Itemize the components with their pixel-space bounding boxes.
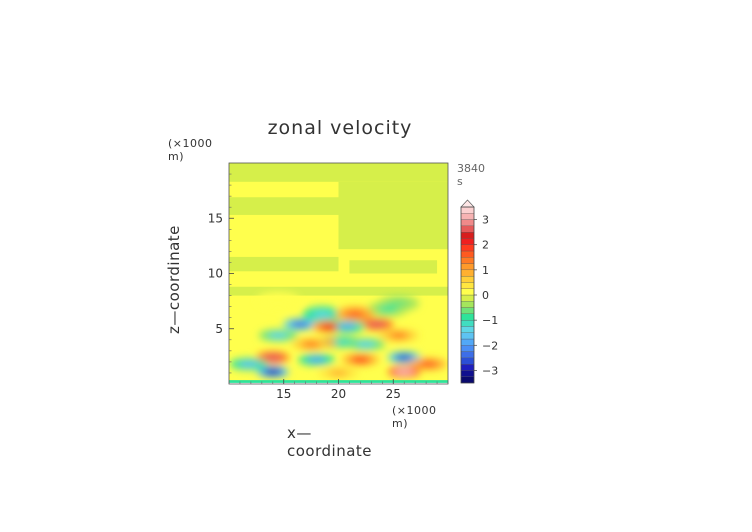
field-band bbox=[338, 181, 448, 250]
field-feature-core bbox=[388, 331, 409, 339]
y-tick-label: 15 bbox=[208, 211, 223, 225]
colorbar-tick-label: 3 bbox=[482, 214, 489, 227]
field-feature-core bbox=[332, 338, 353, 346]
field-feature-core bbox=[350, 356, 371, 364]
field-feature-core bbox=[319, 323, 340, 331]
x-tick-label: 25 bbox=[386, 387, 401, 401]
colorbar-tick-label: 2 bbox=[482, 239, 489, 252]
colorbar-swatch bbox=[460, 307, 475, 315]
field-feature-core bbox=[366, 320, 387, 328]
field-feature-core bbox=[328, 369, 349, 377]
field-feature-core bbox=[301, 340, 322, 348]
colorbar-tick-label: −3 bbox=[482, 364, 498, 377]
colorbar-swatch bbox=[460, 257, 475, 264]
colorbar-swatch bbox=[460, 263, 475, 271]
colorbar-swatch bbox=[460, 357, 475, 365]
colorbar-swatch bbox=[460, 213, 475, 220]
colorbar-swatch bbox=[460, 275, 475, 283]
colorbar-swatch bbox=[460, 219, 475, 227]
field-feature-core bbox=[418, 360, 439, 368]
field-band bbox=[229, 197, 339, 215]
colorbar-swatch bbox=[460, 351, 475, 359]
colorbar-swatch bbox=[460, 319, 475, 327]
colorbar-swatch bbox=[460, 363, 475, 371]
field-feature-core bbox=[268, 331, 289, 339]
x-unit-label: (×1000 m) bbox=[392, 404, 437, 430]
field-features bbox=[229, 292, 448, 379]
field-feature-core bbox=[312, 310, 333, 318]
colorbar-top-arrow bbox=[460, 199, 475, 208]
colorbar-swatch bbox=[460, 313, 475, 321]
colorbar-swatch bbox=[460, 269, 475, 277]
colorbar-swatch bbox=[460, 338, 475, 346]
field-feature-core bbox=[337, 323, 358, 331]
field-feature-core bbox=[290, 320, 311, 328]
y-tick-label: 5 bbox=[215, 322, 223, 336]
field-feature-core bbox=[394, 353, 415, 361]
chart-title: zonal velocity bbox=[267, 117, 413, 139]
z-unit-label: (×1000 m) bbox=[168, 137, 213, 163]
field-feature-core bbox=[238, 360, 259, 368]
colorbar-swatch bbox=[460, 238, 475, 245]
field-feature-core bbox=[306, 356, 327, 364]
colorbar-swatch bbox=[460, 225, 475, 233]
colorbar-swatch bbox=[460, 244, 475, 252]
colorbar-swatch bbox=[460, 326, 475, 333]
colorbar-swatch bbox=[460, 301, 475, 308]
colorbar-swatch bbox=[460, 370, 475, 377]
x-tick-label: 15 bbox=[276, 387, 291, 401]
colorbar-swatch bbox=[460, 288, 475, 296]
y-tick-label: 10 bbox=[208, 267, 223, 281]
field-feature-core bbox=[262, 368, 283, 376]
field-feature-core bbox=[394, 368, 415, 376]
x-axis-label: x—coordinate bbox=[287, 424, 373, 460]
field-band bbox=[349, 260, 438, 274]
colorbar-tick-label: −2 bbox=[482, 339, 498, 352]
colorbar-swatch bbox=[460, 294, 475, 302]
colorbar-swatch bbox=[460, 231, 475, 239]
colorbar-swatch bbox=[460, 345, 475, 352]
colorbar-tick-label: 1 bbox=[482, 264, 489, 277]
field-feature-core bbox=[344, 310, 365, 318]
field-feature-core bbox=[268, 296, 289, 304]
field-feature-core bbox=[262, 353, 283, 361]
colorbar-tick-label: −1 bbox=[482, 314, 498, 327]
colorbar-swatch bbox=[460, 332, 475, 340]
x-tick-label: 20 bbox=[331, 387, 346, 401]
time-label: 3840 s bbox=[457, 162, 485, 188]
colorbar-tick-label: 0 bbox=[482, 289, 489, 302]
field-band bbox=[229, 163, 448, 182]
field-feature-core bbox=[377, 305, 398, 313]
colorbar-swatch bbox=[460, 206, 475, 214]
colorbar-swatch bbox=[460, 282, 475, 289]
field-band bbox=[229, 256, 339, 272]
colorbar-swatch bbox=[460, 250, 475, 258]
field-band bbox=[229, 286, 448, 296]
colorbar-swatch bbox=[460, 376, 475, 384]
field-feature-core bbox=[388, 299, 409, 307]
field-feature-core bbox=[355, 340, 376, 348]
